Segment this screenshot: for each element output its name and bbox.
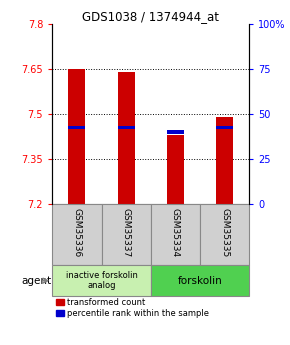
Bar xyxy=(200,204,249,265)
Title: GDS1038 / 1374944_at: GDS1038 / 1374944_at xyxy=(82,10,219,23)
Text: forskolin: forskolin xyxy=(178,276,222,286)
Bar xyxy=(167,130,184,134)
Bar xyxy=(151,265,249,296)
Bar xyxy=(68,126,86,129)
Text: inactive forskolin
analog: inactive forskolin analog xyxy=(66,271,137,290)
Bar xyxy=(216,126,233,129)
Bar xyxy=(117,126,135,129)
Bar xyxy=(52,265,151,296)
Bar xyxy=(151,204,200,265)
Text: agent: agent xyxy=(21,276,51,286)
Bar xyxy=(216,117,233,204)
Bar xyxy=(68,69,86,204)
Bar xyxy=(102,204,151,265)
Text: GSM35337: GSM35337 xyxy=(122,208,131,258)
Bar xyxy=(117,72,135,204)
Text: GSM35334: GSM35334 xyxy=(171,208,180,258)
Legend: transformed count, percentile rank within the sample: transformed count, percentile rank withi… xyxy=(56,298,209,318)
Text: GSM35336: GSM35336 xyxy=(72,208,81,258)
Bar xyxy=(167,135,184,204)
Text: GSM35335: GSM35335 xyxy=(220,208,229,258)
Bar xyxy=(52,204,102,265)
